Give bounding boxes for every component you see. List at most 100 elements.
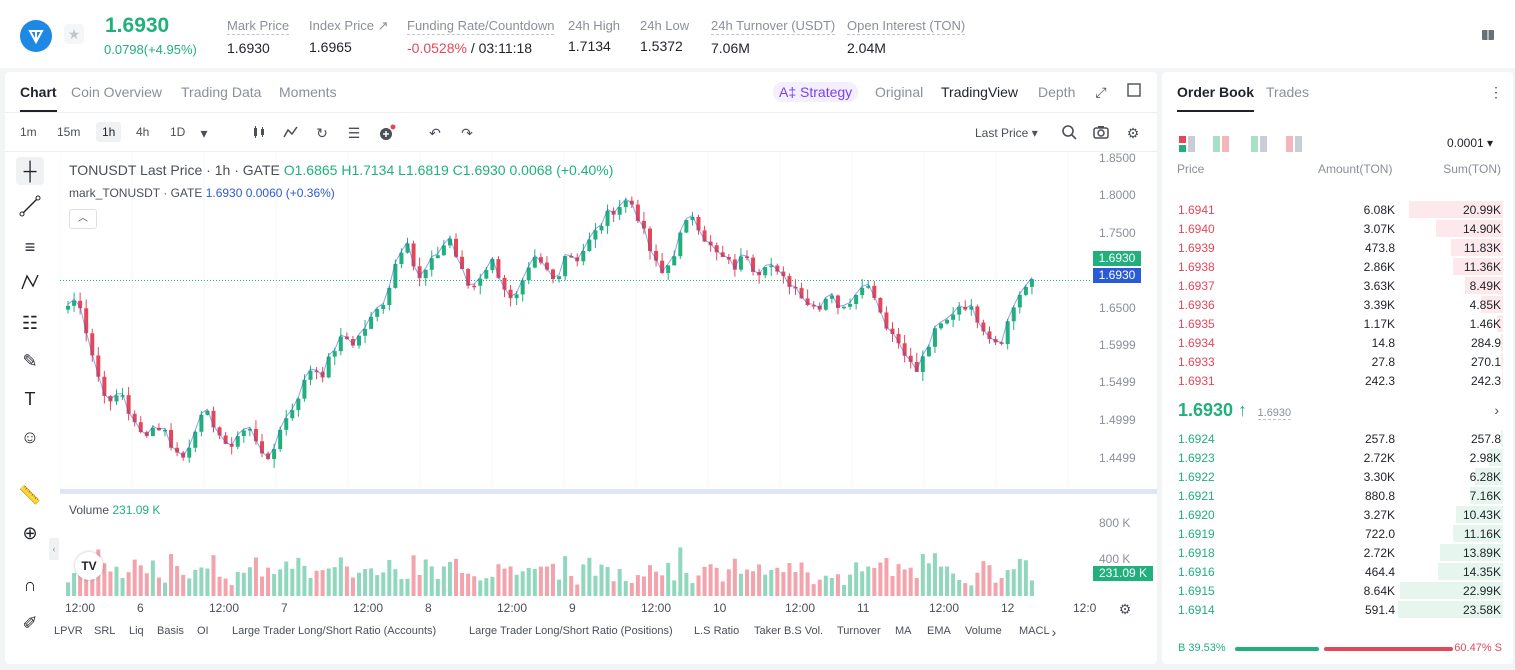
settings-gear-icon[interactable]: ⚙ xyxy=(1126,125,1140,141)
view-tradingview[interactable]: TradingView xyxy=(941,84,1019,100)
zoom-in-icon[interactable]: ⊕ xyxy=(22,523,38,543)
stat-label[interactable]: Mark Price xyxy=(227,18,290,35)
pane-divider[interactable] xyxy=(60,489,1157,494)
bid-row[interactable]: 1.6916 464.4 14.35K xyxy=(1162,562,1513,581)
indicator-large-trader-long-short-ratio-accounts-[interactable]: Large Trader Long/Short Ratio (Accounts) xyxy=(232,625,437,637)
ask-row[interactable]: 1.6940 3.07K 14.90K xyxy=(1162,219,1513,238)
fib-retracement-icon[interactable]: ☷ xyxy=(21,313,39,333)
indicator-ema[interactable]: EMA xyxy=(927,625,951,637)
ask-row[interactable]: 1.6936 3.39K 4.85K xyxy=(1162,295,1513,314)
templates-icon[interactable]: ☰ xyxy=(347,125,361,141)
stat-label[interactable]: 24h Turnover (USDT) xyxy=(711,18,836,35)
text-tool-icon[interactable]: T xyxy=(24,389,36,409)
indicator-oi[interactable]: OI xyxy=(197,625,209,637)
interval-1m[interactable]: 1m xyxy=(20,125,37,139)
indicators-icon[interactable] xyxy=(282,124,300,142)
guide-book-icon[interactable] xyxy=(1481,28,1495,42)
redo-icon[interactable]: ↷ xyxy=(461,125,473,141)
interval-dropdown-icon[interactable]: ▾ xyxy=(200,125,208,141)
interval-15m[interactable]: 15m xyxy=(57,125,81,139)
tradingview-logo-icon[interactable]: TV xyxy=(75,552,103,580)
view-asks-bids-icon[interactable] xyxy=(1213,136,1229,152)
brush-icon[interactable]: ✎ xyxy=(22,351,38,371)
view-original[interactable]: Original xyxy=(875,84,924,100)
candle-type-icon[interactable] xyxy=(251,124,269,142)
bid-row[interactable]: 1.6921 880.8 7.16K xyxy=(1162,486,1513,505)
emoji-icon[interactable]: ☺ xyxy=(20,427,40,447)
view-depth[interactable]: Depth xyxy=(1038,84,1076,100)
tab-moments[interactable]: Moments xyxy=(279,84,337,100)
fullscreen-icon[interactable]: ⤢ xyxy=(1095,84,1107,100)
interval-1d[interactable]: 1D xyxy=(170,125,186,139)
volume-chart[interactable] xyxy=(60,520,1090,596)
tab-order-book[interactable]: Order Book xyxy=(1177,84,1255,112)
replay-icon[interactable]: ↻ xyxy=(316,125,328,141)
undo-icon[interactable]: ↶ xyxy=(429,125,441,141)
bid-row[interactable]: 1.6918 2.72K 13.89K xyxy=(1162,543,1513,562)
indicator-large-trader-long-short-ratio-positions-[interactable]: Large Trader Long/Short Ratio (Positions… xyxy=(469,625,673,637)
interval-1h[interactable]: 1h xyxy=(96,122,122,142)
crosshair-icon[interactable]: ┼ xyxy=(16,157,44,185)
ruler-icon[interactable]: 📏 xyxy=(18,485,42,505)
add-indicator-icon[interactable] xyxy=(378,124,396,142)
bid-row[interactable]: 1.6923 2.72K 2.98K xyxy=(1162,448,1513,467)
interval-4h[interactable]: 4h xyxy=(136,125,150,139)
ask-row[interactable]: 1.6931 242.3 242.3 xyxy=(1162,371,1513,390)
trend-line-icon[interactable] xyxy=(16,195,44,223)
bid-row[interactable]: 1.6919 722.0 11.16K xyxy=(1162,524,1513,543)
legend-collapse-button[interactable]: ︿ xyxy=(69,209,97,229)
ask-row[interactable]: 1.6933 27.8 270.1 xyxy=(1162,352,1513,371)
indicator-l-s-ratio[interactable]: L.S Ratio xyxy=(694,625,740,637)
pattern-icon[interactable] xyxy=(16,271,44,299)
indicator-turnover[interactable]: Turnover xyxy=(837,625,881,637)
chevron-right-icon[interactable]: › xyxy=(1494,402,1499,418)
price-source-select[interactable]: Last Price ▾ xyxy=(975,126,1038,140)
indicator-volume[interactable]: Volume xyxy=(965,625,1002,637)
price-step-select[interactable]: 0.0001 ▾ xyxy=(1447,136,1493,150)
ask-row[interactable]: 1.6935 1.17K 1.46K xyxy=(1162,314,1513,333)
indicator-liq[interactable]: Liq xyxy=(129,625,144,637)
view-both-icon[interactable] xyxy=(1179,136,1195,152)
indicator-macl[interactable]: MACL xyxy=(1019,625,1050,637)
favorite-star-icon[interactable]: ★ xyxy=(64,24,84,44)
pencil-lock-icon[interactable]: ✐ xyxy=(22,613,38,633)
window-icon[interactable] xyxy=(1125,83,1143,101)
bid-row[interactable]: 1.6920 3.27K 10.43K xyxy=(1162,505,1513,524)
view-asks-icon[interactable] xyxy=(1286,136,1302,152)
collapse-side-icon[interactable]: ‹ xyxy=(49,538,59,560)
tab-trades[interactable]: Trades xyxy=(1266,84,1310,100)
view-bids-icon[interactable] xyxy=(1251,136,1267,152)
tab-chart[interactable]: Chart xyxy=(20,84,57,112)
indicator-basis[interactable]: Basis xyxy=(157,625,184,637)
indicator-taker-b-s-vol-[interactable]: Taker B.S Vol. xyxy=(754,625,824,637)
ask-row[interactable]: 1.6934 14.8 284.9 xyxy=(1162,333,1513,352)
chart-settings-icon[interactable]: ⚙ xyxy=(1118,601,1132,617)
mid-price[interactable]: 1.6930 ↑ 1.6930 xyxy=(1178,400,1292,421)
candle xyxy=(120,395,125,397)
ask-row[interactable]: 1.6938 2.86K 11.36K xyxy=(1162,257,1513,276)
indicator-srl[interactable]: SRL xyxy=(94,625,116,637)
strategy-button[interactable]: A‡ Strategy xyxy=(773,82,859,102)
tab-coin-overview[interactable]: Coin Overview xyxy=(71,84,163,100)
bid-row[interactable]: 1.6914 591.4 23.58K xyxy=(1162,600,1513,619)
magnet-icon[interactable]: ∩ xyxy=(23,575,37,595)
stat-label[interactable]: Funding Rate/Countdown xyxy=(407,18,555,35)
horizontal-lines-icon[interactable]: ≡ xyxy=(24,237,36,257)
ask-row[interactable]: 1.6939 473.8 11.83K xyxy=(1162,238,1513,257)
camera-icon[interactable] xyxy=(1092,124,1110,142)
ask-row[interactable]: 1.6941 6.08K 20.99K xyxy=(1162,200,1513,219)
price-chart[interactable] xyxy=(60,153,1090,489)
ask-row[interactable]: 1.6937 3.63K 8.49K xyxy=(1162,276,1513,295)
indicator-next-icon[interactable]: › xyxy=(1051,624,1057,640)
bid-row[interactable]: 1.6922 3.30K 6.28K xyxy=(1162,467,1513,486)
volume-bar xyxy=(211,555,216,596)
bid-row[interactable]: 1.6915 8.64K 22.99K xyxy=(1162,581,1513,600)
indicator-ma[interactable]: MA xyxy=(895,625,912,637)
stat-label[interactable]: Index Price ↗ xyxy=(309,18,389,33)
stat-label[interactable]: Open Interest (TON) xyxy=(847,18,966,35)
search-icon[interactable] xyxy=(1060,124,1078,142)
tab-trading-data[interactable]: Trading Data xyxy=(181,84,262,100)
bid-row[interactable]: 1.6924 257.8 257.8 xyxy=(1162,429,1513,448)
indicator-lpvr[interactable]: LPVR xyxy=(54,625,83,637)
more-options-icon[interactable]: ⋮ xyxy=(1489,84,1503,100)
